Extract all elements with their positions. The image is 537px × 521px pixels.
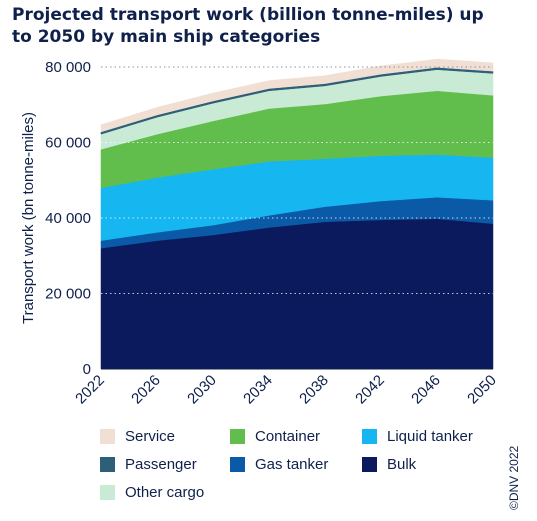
y-tick-label-80000: 80 000 [45, 59, 91, 76]
legend-label-bulk: Bulk [387, 456, 417, 473]
legend-swatch-liquid-tanker [362, 429, 377, 444]
area-series-group [100, 58, 494, 370]
stacked-area-chart: 0 20 000 40 000 60 000 80 000 2022 2026 2030 203… [20, 58, 500, 408]
chart-title: Projected transport work (billion tonne-… [12, 5, 484, 47]
x-tick-label-2046: 2046 [408, 372, 444, 408]
legend-swatch-passenger [100, 457, 115, 472]
legend-swatch-gas-tanker [230, 457, 245, 472]
copyright-notice: ©DNV 2022 [507, 445, 521, 510]
legend-label-other-cargo: Other cargo [125, 484, 205, 501]
x-tick-label-2038: 2038 [296, 372, 332, 408]
x-tick-label-2026: 2026 [128, 372, 164, 408]
x-tick-label-2022: 2022 [72, 372, 108, 408]
legend: Service Container Liquid tanker Passenge… [100, 428, 520, 518]
legend-item-liquid-tanker: Liquid tanker [362, 428, 473, 445]
y-tick-label-60000: 60 000 [45, 135, 91, 152]
legend-item-other-cargo: Other cargo [100, 484, 204, 501]
legend-swatch-other-cargo [100, 485, 115, 500]
legend-label-gas-tanker: Gas tanker [255, 456, 329, 473]
legend-swatch-service [100, 429, 115, 444]
y-tick-label-0: 0 [83, 361, 91, 378]
legend-label-service: Service [125, 428, 176, 445]
area-service [100, 58, 494, 133]
legend-swatch-container [230, 429, 245, 444]
legend-item-container: Container [230, 428, 320, 445]
x-tick-label-2034: 2034 [240, 372, 276, 408]
x-tick-label-2042: 2042 [352, 372, 388, 408]
legend-item-gas-tanker: Gas tanker [230, 456, 328, 473]
legend-swatch-bulk [362, 457, 377, 472]
legend-label-liquid-tanker: Liquid tanker [387, 428, 473, 445]
legend-item-bulk: Bulk [362, 456, 416, 473]
y-tick-label-20000: 20 000 [45, 286, 91, 303]
legend-item-passenger: Passenger [100, 456, 197, 473]
legend-label-passenger: Passenger [125, 456, 197, 473]
x-tick-label-2050: 2050 [464, 372, 500, 408]
legend-label-container: Container [255, 428, 321, 445]
legend-item-service: Service [100, 428, 175, 445]
x-tick-label-2030: 2030 [184, 372, 220, 408]
y-tick-label-40000: 40 000 [45, 210, 91, 227]
y-axis-label: Transport work (bn tonne-miles) [20, 112, 37, 324]
